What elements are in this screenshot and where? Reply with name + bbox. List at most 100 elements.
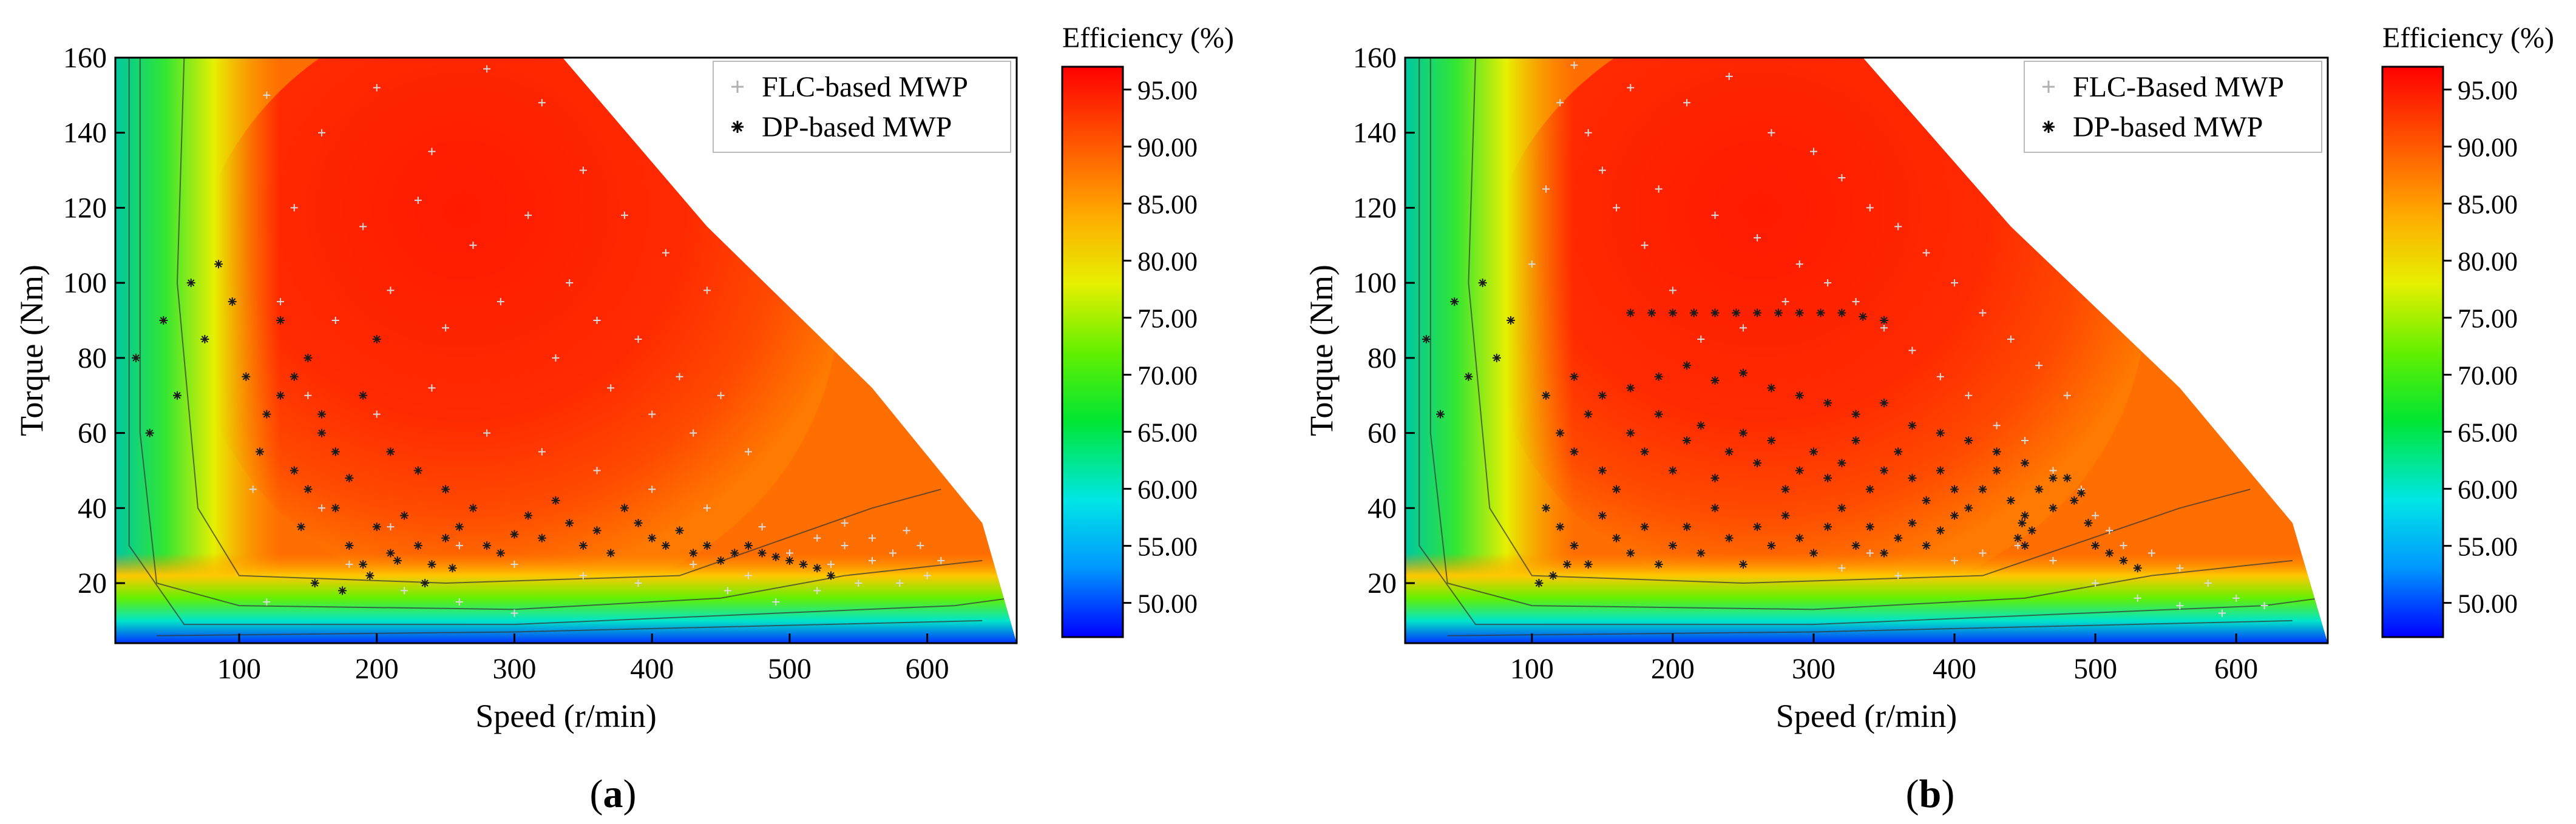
colorbar-title: Efficiency (%) (1062, 22, 1234, 54)
flc-marker (401, 587, 408, 595)
flc-marker (758, 523, 766, 531)
dp-marker (524, 511, 533, 520)
x-axis-title: Speed (r/min) (475, 698, 656, 734)
dp-marker (1668, 466, 1677, 475)
dp-marker (1738, 560, 1747, 569)
efficiency-contour (157, 620, 983, 637)
dp-marker (1654, 372, 1663, 381)
flc-marker (1838, 564, 1846, 572)
y-tick-label: 80 (78, 342, 107, 374)
dp-marker (145, 428, 154, 437)
dp-marker (276, 391, 285, 400)
flc-marker (290, 204, 298, 212)
chart-panel-b: 100 200 300 400 500 600 20 40 60 80 100 120 140 160 Sp… (1303, 22, 2554, 816)
dp-marker (1654, 410, 1663, 419)
x-tick-label: 400 (630, 653, 674, 685)
flc-marker (442, 324, 450, 332)
flc-marker (510, 561, 518, 569)
colorbar-tick-label: 70.00 (2458, 361, 2518, 391)
dp-marker (1823, 522, 1832, 532)
dp-marker (1992, 447, 2001, 456)
dp-marker (537, 533, 546, 542)
flc-marker (1754, 234, 1761, 241)
dp-marker (186, 279, 195, 288)
dp-marker (1767, 436, 1776, 445)
legend-label-dp: DP-based MWP (2073, 111, 2263, 143)
colorbar-tick-label: 60.00 (2458, 475, 2518, 505)
dp-marker (1738, 428, 1747, 437)
flc-marker (1951, 556, 1959, 564)
dp-marker (421, 579, 430, 588)
dp-marker (2084, 519, 2093, 528)
dp-marker (1809, 549, 1818, 558)
dp-marker (455, 522, 464, 532)
y-tick-label: 100 (1353, 267, 1397, 299)
y-tick-label: 60 (78, 417, 107, 450)
dp-marker (469, 504, 478, 513)
colorbar-tick-label: 75.00 (2458, 304, 2518, 334)
x-tick-label: 200 (1651, 653, 1695, 685)
dp-marker (1837, 308, 1846, 317)
dp-marker (1556, 428, 1565, 437)
dp-marker (2076, 488, 2086, 498)
flc-marker (662, 249, 669, 257)
dp-marker (2049, 504, 2058, 513)
flc-marker (744, 572, 752, 579)
colorbar-tick-label: 70.00 (1137, 361, 1198, 391)
dp-marker (338, 586, 347, 595)
efficiency-contour (1418, 58, 2321, 626)
dp-marker (1570, 447, 1579, 456)
flc-marker (1683, 99, 1691, 107)
dp-marker (303, 353, 313, 362)
flc-marker (724, 587, 731, 595)
dp-marker (1626, 549, 1635, 558)
y-tick-label: 160 (1353, 42, 1397, 74)
y-tick-label: 40 (78, 492, 107, 524)
dp-marker (1507, 316, 1516, 325)
colorbar-tick-label: 50.00 (1137, 589, 1198, 619)
dp-marker (648, 533, 657, 542)
colorbar-gradient (2381, 66, 2444, 638)
dp-marker (303, 485, 313, 494)
dp-marker (2062, 473, 2072, 482)
dp-marker (1774, 308, 1783, 317)
legend-label-dp: DP-based MWP (762, 111, 952, 143)
legend-box (713, 61, 1011, 153)
flc-marker (1866, 549, 1874, 557)
legend-flc-marker (2042, 81, 2055, 93)
efficiency-contour (128, 58, 1010, 626)
flc-marker (331, 317, 339, 325)
dp-marker (1795, 308, 1804, 317)
flc-marker (579, 166, 587, 174)
colorbar-tick-label: 75.00 (1137, 304, 1198, 334)
flc-marker (1613, 204, 1621, 212)
x-tick-label: 100 (1510, 653, 1554, 685)
dp-marker (1753, 308, 1762, 317)
dp-marker (214, 260, 223, 269)
flc-marker (1979, 549, 1987, 557)
legend-flc-marker (731, 81, 744, 93)
dp-marker (2021, 511, 2030, 520)
flc-marker (524, 211, 532, 219)
dp-marker (1908, 519, 1917, 528)
dp-marker (2119, 556, 2128, 565)
flc-marker (483, 429, 491, 437)
y-axis-title: Torque (Nm) (13, 265, 50, 436)
colorbar-title: Efficiency (%) (2382, 22, 2554, 54)
panel-letter: b (1919, 772, 1942, 816)
dp-marker (1542, 504, 1551, 513)
flc-marker (469, 241, 477, 249)
flc-marker (1528, 260, 1536, 268)
y-tick-label: 80 (1368, 342, 1397, 374)
x-tick-label: 500 (2073, 653, 2117, 685)
flc-marker (552, 354, 560, 362)
flc-marker (2014, 542, 2022, 550)
dp-marker (386, 447, 395, 456)
dp-marker (365, 571, 375, 580)
legend-label-flc: FLC-Based MWP (2073, 71, 2284, 103)
series-flc (1528, 61, 2268, 617)
flc-marker (2092, 579, 2100, 587)
dp-marker (1640, 522, 1649, 532)
dp-marker (1478, 279, 1487, 288)
dp-marker (826, 571, 835, 580)
